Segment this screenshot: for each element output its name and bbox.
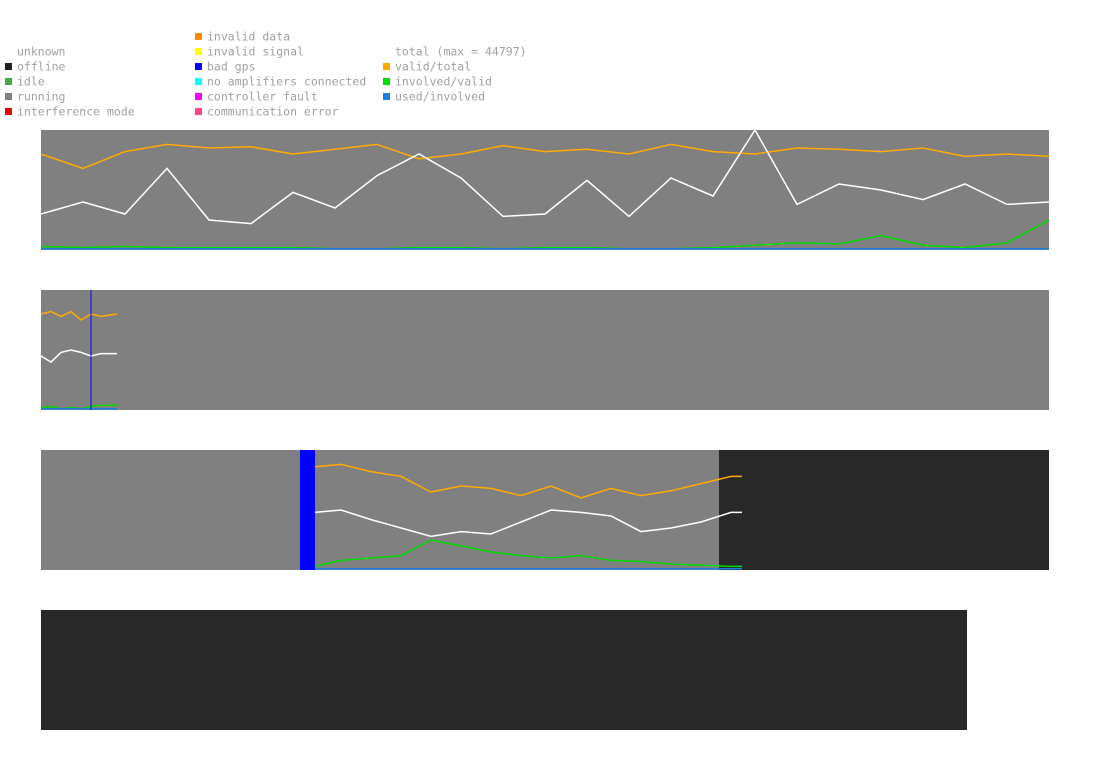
legend-swatch (195, 33, 202, 40)
legend-label: unknown (17, 45, 65, 59)
legend-label: idle (17, 75, 45, 89)
legend-label: bad gps (207, 60, 255, 74)
legend-label: total (max = 44797) (395, 45, 527, 59)
status-segment (719, 450, 1049, 570)
legend-swatch (195, 93, 202, 100)
status-segment (41, 610, 967, 730)
legend-label: involved/valid (395, 75, 492, 89)
series-line (40, 310, 118, 321)
legend-label: controller fault (207, 90, 318, 104)
legend-swatch (5, 63, 12, 70)
legend-swatch (383, 93, 390, 100)
legend-label: running (17, 90, 65, 104)
legend-label: valid/total (395, 60, 471, 74)
legend-label: offline (17, 60, 66, 74)
series-line (314, 463, 742, 499)
legend-label: invalid data (207, 30, 290, 44)
legend-label: used/involved (395, 90, 485, 104)
series-line (40, 143, 1050, 170)
legend-label: interference mode (17, 105, 135, 119)
legend-swatch (195, 108, 202, 115)
legend-label: communication error (207, 105, 339, 119)
status-segment (315, 450, 719, 570)
legend-swatch (195, 78, 202, 85)
legend-swatch (5, 78, 12, 85)
series-line (40, 349, 117, 363)
status-segment (41, 290, 1049, 410)
status-segment (300, 450, 315, 570)
legend-swatch (383, 78, 390, 85)
series-line (314, 539, 742, 568)
legend-swatch (5, 108, 12, 115)
legend-swatch (195, 48, 202, 55)
series-line (314, 509, 742, 538)
legend-swatch (5, 93, 12, 100)
legend-swatch (195, 63, 202, 70)
legend-label: invalid signal (207, 45, 304, 59)
series-line (40, 219, 1050, 250)
status-segment (41, 130, 1049, 250)
status-segment (41, 450, 300, 570)
legend-label: no amplifiers connected (207, 75, 366, 89)
legend-swatch (383, 63, 390, 70)
series-line (40, 128, 1050, 225)
